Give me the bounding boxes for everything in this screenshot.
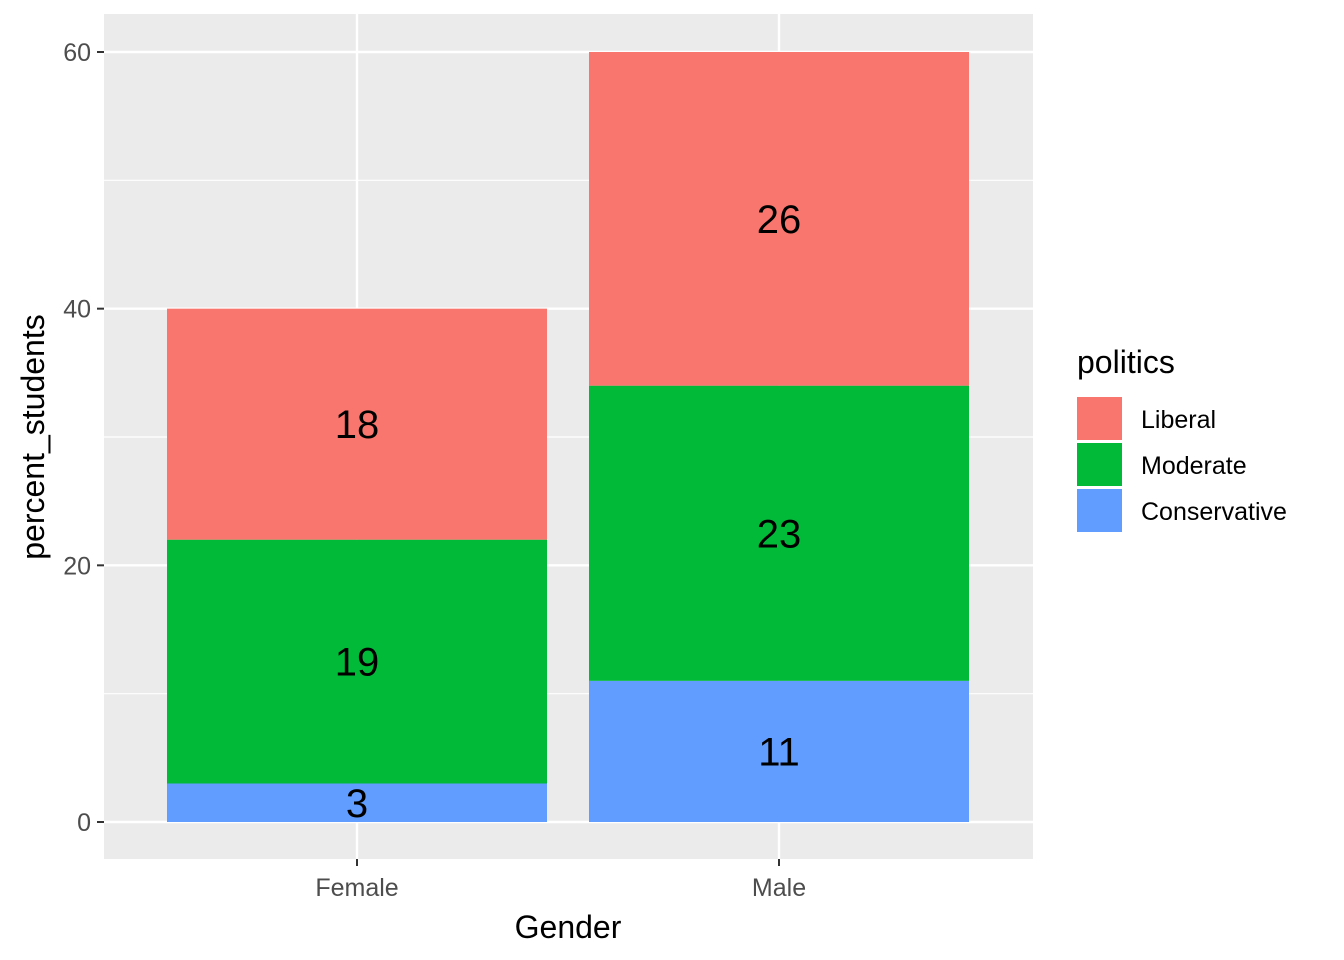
x-tick-label: Female <box>315 874 398 902</box>
data-label: 19 <box>335 641 380 685</box>
y-axis-title: percent_students <box>15 314 51 560</box>
data-label: 3 <box>346 782 368 826</box>
y-tick-label: 40 <box>63 296 91 324</box>
legend-title: politics <box>1077 344 1175 380</box>
legend-label: Conservative <box>1141 498 1287 526</box>
bar-male-conservative <box>589 680 969 822</box>
bar-female-conservative <box>167 783 547 822</box>
data-label: 26 <box>757 198 802 242</box>
y-tick-label: 60 <box>63 39 91 67</box>
bar-male-liberal <box>589 52 969 386</box>
data-label: 11 <box>758 730 800 774</box>
x-axis: Female Male <box>315 859 806 902</box>
legend: politics Liberal Moderate Conservative <box>1077 344 1287 532</box>
bar-male-moderate <box>589 385 969 681</box>
y-axis: 0 20 40 60 <box>63 39 104 837</box>
bars <box>167 52 969 822</box>
legend-key-moderate <box>1077 443 1122 486</box>
data-label: 18 <box>335 403 380 447</box>
bar-female-moderate <box>167 539 547 784</box>
legend-label: Moderate <box>1141 452 1247 480</box>
x-tick-label: Male <box>752 874 806 902</box>
x-axis-title: Gender <box>515 909 622 945</box>
legend-key-liberal <box>1077 397 1122 440</box>
data-label: 23 <box>757 512 802 556</box>
bar-labels: 3 19 18 11 23 26 <box>335 198 802 826</box>
legend-label: Liberal <box>1141 406 1216 434</box>
y-tick-label: 0 <box>77 809 91 837</box>
bar-female-liberal <box>167 308 547 540</box>
y-tick-label: 20 <box>63 552 91 580</box>
legend-key-conservative <box>1077 489 1122 532</box>
